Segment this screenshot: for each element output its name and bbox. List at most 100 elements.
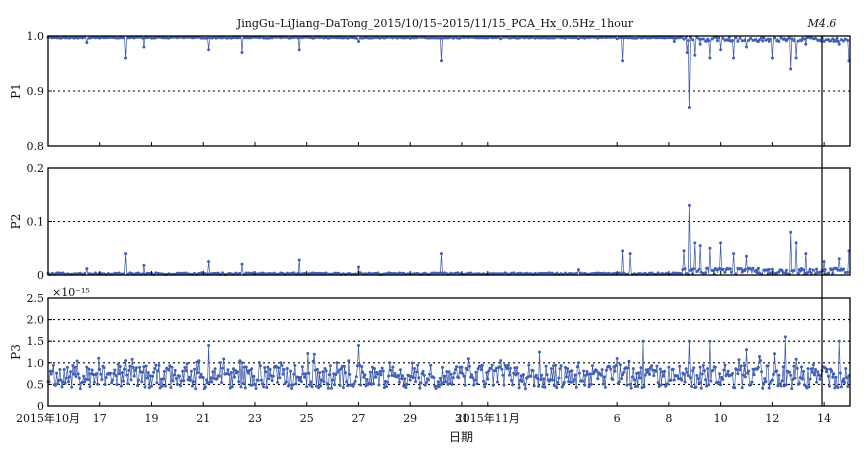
data-point (604, 368, 608, 372)
data-point (824, 370, 828, 374)
data-point (376, 271, 380, 275)
y-tick-label: 0 (37, 269, 44, 282)
data-point (480, 363, 484, 367)
data-point (496, 380, 499, 384)
data-point (570, 36, 574, 40)
data-point (445, 36, 449, 40)
data-point (559, 36, 563, 40)
data-point (499, 359, 503, 363)
data-point (93, 36, 97, 40)
data-point (263, 366, 267, 370)
data-point (190, 384, 194, 388)
data-point (141, 370, 145, 374)
data-point (845, 376, 849, 380)
data-point (339, 36, 343, 40)
data-point (56, 382, 60, 386)
panels: 0.8 0.9 1.0 P1 0 0.1 0.2 P2 0 0.5 1.0 1.5 2.0 2.5 P3 ×1… (9, 30, 851, 413)
data-point (574, 385, 578, 389)
data-point (802, 369, 806, 373)
data-point (473, 378, 477, 382)
series-line (47, 36, 850, 108)
data-point (722, 368, 726, 372)
data-point (415, 370, 419, 374)
data-point (236, 36, 240, 40)
data-point (766, 364, 770, 368)
data-point (306, 352, 310, 355)
data-point (410, 361, 414, 365)
data-point (279, 361, 283, 365)
data-point (236, 370, 240, 374)
data-point (367, 381, 371, 385)
data-point (751, 266, 755, 270)
x-tick-label: 27 (351, 412, 365, 425)
data-point (725, 372, 729, 376)
data-point (55, 371, 59, 375)
data-point (112, 372, 116, 375)
data-point (780, 269, 784, 272)
data-point (397, 380, 401, 384)
data-point (682, 37, 686, 41)
plot-frame (47, 297, 851, 407)
data-point (137, 271, 140, 275)
data-point (792, 268, 796, 272)
data-point (432, 36, 436, 40)
data-point (545, 373, 549, 377)
data-point (110, 381, 114, 385)
data-point (474, 370, 478, 374)
data-point (380, 366, 384, 370)
data-point (543, 385, 547, 389)
data-point (842, 39, 845, 43)
data-point (676, 271, 679, 275)
data-point (505, 367, 509, 371)
data-point (151, 374, 155, 378)
data-point (271, 374, 275, 378)
data-point (613, 369, 617, 373)
data-point (290, 271, 294, 275)
data-point (78, 271, 82, 275)
data-point (643, 373, 647, 377)
data-point (648, 372, 651, 376)
data-point (794, 241, 798, 245)
data-point (193, 367, 197, 371)
data-point (402, 384, 406, 388)
data-point (792, 364, 796, 368)
data-point (470, 373, 474, 377)
data-point (632, 378, 636, 382)
data-point (778, 382, 782, 386)
data-point (766, 37, 770, 41)
data-point (78, 387, 82, 391)
data-point (391, 272, 395, 275)
data-point (695, 269, 699, 273)
data-point (215, 377, 219, 380)
data-point (240, 262, 244, 266)
data-point (51, 363, 55, 367)
data-point (74, 36, 78, 40)
data-point (740, 386, 744, 390)
data-point (777, 40, 781, 43)
data-point (100, 378, 104, 382)
data-point (419, 381, 423, 385)
data-point (591, 272, 595, 275)
data-point (54, 383, 57, 387)
data-point (252, 374, 256, 378)
data-point (82, 374, 86, 378)
data-point (788, 370, 792, 374)
data-point (277, 366, 281, 370)
data-point (437, 385, 441, 389)
data-point (319, 384, 323, 388)
data-point (174, 377, 178, 380)
data-point (331, 378, 335, 382)
data-point (254, 387, 258, 390)
data-point (596, 377, 600, 381)
data-point (76, 372, 80, 376)
data-point (690, 385, 693, 388)
data-point (358, 363, 361, 367)
data-point (421, 369, 425, 373)
data-point (381, 369, 385, 373)
data-point (560, 385, 564, 389)
data-point (760, 36, 764, 40)
data-point (600, 368, 604, 372)
data-point (823, 366, 827, 370)
data-point (357, 40, 360, 43)
data-point (359, 36, 363, 40)
